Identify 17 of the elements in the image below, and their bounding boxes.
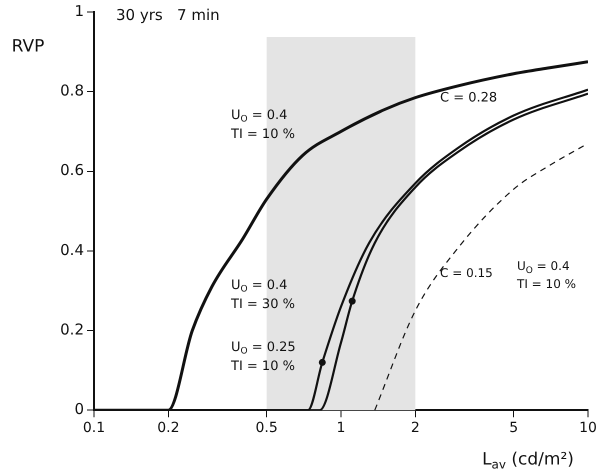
- x-tick-label: 5: [509, 420, 518, 436]
- annotation: C = 0.15: [440, 266, 493, 280]
- x-tick-label: 10: [579, 420, 597, 436]
- y-tick-label: 0: [74, 400, 84, 418]
- x-tick-label: 2: [410, 420, 420, 436]
- chart-title: 30 yrs 7 min: [116, 6, 220, 24]
- y-tick-label: 0.8: [60, 82, 84, 100]
- x-tick-label: 0.5: [256, 420, 278, 436]
- annotation: C = 0.28: [440, 90, 498, 106]
- y-tick-label: 0.2: [60, 320, 84, 338]
- y-tick-label: 0.6: [60, 161, 84, 180]
- y-tick-label: 1: [74, 2, 84, 20]
- x-tick-label: 0.2: [157, 420, 180, 436]
- y-tick-label: 0.4: [60, 240, 84, 259]
- y-axis-title: RVP: [12, 36, 44, 56]
- x-tick-label: 0.1: [82, 420, 106, 436]
- x-tick-label: 1: [336, 420, 346, 436]
